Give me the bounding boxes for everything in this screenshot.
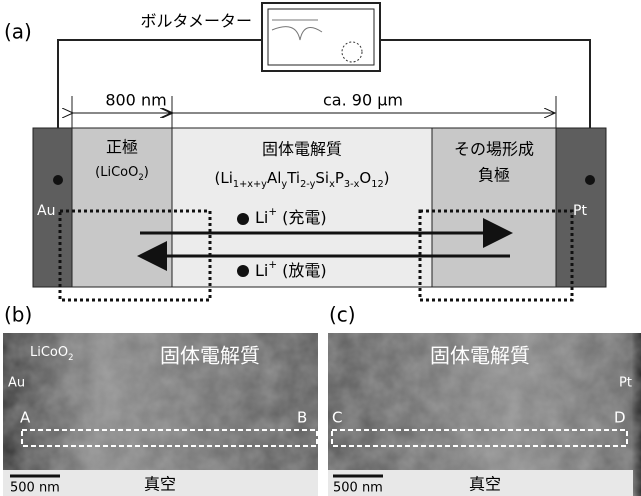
subscript: 12 <box>371 179 383 190</box>
subscript: 2 <box>68 352 73 362</box>
panel-label: (b) <box>4 303 32 327</box>
text-part: (放電) <box>277 261 327 280</box>
cathode-name: 正極 <box>106 138 138 157</box>
terminal <box>585 175 595 185</box>
line-start: C <box>332 409 342 427</box>
anode-name: その場形成 <box>454 140 534 159</box>
subscript: 1+x+y <box>233 179 267 190</box>
voltmeter-label: ボルタメーター <box>140 12 252 31</box>
text-part: (充電) <box>277 208 327 227</box>
text-part: ) <box>144 165 149 180</box>
text-part: Al <box>267 169 281 187</box>
electrolyte-name: 固体電解質 <box>262 140 342 159</box>
text-part: Si <box>315 169 329 187</box>
terminal <box>53 175 63 185</box>
text-part: P <box>335 169 344 187</box>
superscript: + <box>268 259 277 271</box>
scale-label: 500 nm <box>333 481 383 496</box>
discharge-label: Li+ (放電) <box>255 259 327 280</box>
charge-label: Li+ (充電) <box>255 206 327 227</box>
text-part: LiCoO <box>30 345 68 360</box>
text-part: Li <box>255 208 268 227</box>
line-end: B <box>297 409 307 427</box>
line-start: A <box>20 409 31 427</box>
text-part: ) <box>384 169 390 187</box>
ion <box>237 213 249 225</box>
text-part: (LiCoO <box>95 165 138 180</box>
subscript: 3-x <box>344 179 360 190</box>
ion <box>237 265 249 277</box>
vacuum-label: 真空 <box>469 475 501 494</box>
panel-label: (c) <box>329 303 356 327</box>
text-part: Ti <box>286 169 300 187</box>
metal-label: Au <box>37 203 55 219</box>
superscript: + <box>268 206 277 218</box>
panel-a: (a) ボルタメーター 800 nm ca. 90 μm 正極 (LiCoO2)… <box>4 3 606 300</box>
cathode-label: LiCoO2 <box>30 345 74 362</box>
line-end: D <box>614 409 626 427</box>
panel-label: (a) <box>4 20 32 44</box>
subscript: 2-y <box>300 179 316 190</box>
region-label: 固体電解質 <box>430 344 530 368</box>
text-part: O <box>359 169 371 187</box>
anode-name: 負極 <box>478 166 510 185</box>
voltmeter-screen <box>268 9 374 65</box>
dimension-label: 800 nm <box>105 91 166 110</box>
scale-label: 500 nm <box>10 481 60 496</box>
metal-label: Pt <box>573 203 587 219</box>
region-label: 固体電解質 <box>160 344 260 368</box>
vacuum-label: 真空 <box>144 475 176 494</box>
metal-label: Pt <box>619 376 632 391</box>
metal-label: Au <box>8 376 25 391</box>
panel-b: (b) LiCoO2 Au 固体電解質 A B 500 nm 真空 <box>3 303 318 496</box>
text-part: Li <box>255 261 268 280</box>
text-part: (Li <box>214 169 232 187</box>
panel-c: (c) 固体電解質 Pt C D 500 nm 真空 <box>328 303 641 496</box>
dimension-label: ca. 90 μm <box>323 91 403 110</box>
figure: (a) ボルタメーター 800 nm ca. 90 μm 正極 (LiCoO 2)… <box>0 0 641 496</box>
